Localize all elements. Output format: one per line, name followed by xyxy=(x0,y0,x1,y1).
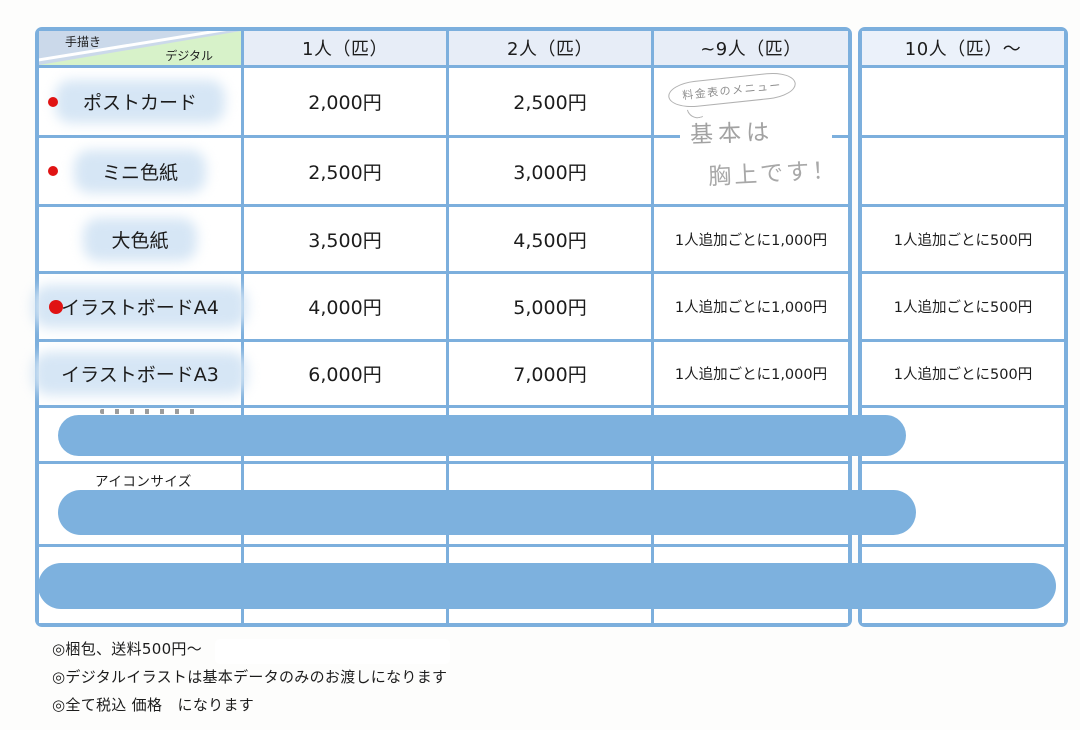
price-cell: 6,000円 xyxy=(244,342,446,405)
addon-price-cell: 1人追加ごとに500円 xyxy=(862,207,1064,271)
item-label-cell: ミニ色紙 xyxy=(39,138,241,204)
price-cell: 2,500円 xyxy=(244,138,446,204)
footer-note-shipping: ◎梱包、送料500円～ xyxy=(52,640,203,658)
price-cell: 3,500円 xyxy=(244,207,446,271)
note-line-1: 基本は xyxy=(689,119,775,149)
redaction-blob xyxy=(58,415,906,456)
border-stub xyxy=(654,135,680,138)
red-dot xyxy=(48,96,58,107)
empty-cell xyxy=(862,138,1064,204)
col-header-9person: ~9人（匹） xyxy=(654,31,848,65)
whiteout-patch xyxy=(215,639,450,664)
corner-cell: 手描き デジタル xyxy=(39,31,241,65)
price-cell: 2,000円 xyxy=(244,68,446,135)
redaction-blob xyxy=(58,490,916,535)
addon-price-cell: 1人追加ごとに1,000円 xyxy=(654,342,848,405)
footer-note-digital: ◎デジタルイラストは基本データのみのお渡しになります xyxy=(52,668,448,686)
price-cell: 7,000円 xyxy=(449,342,651,405)
col-header-10person: 10人（匹）～ xyxy=(862,31,1064,65)
handdrawn-label: 手描き xyxy=(65,35,102,49)
price-cell: 4,500円 xyxy=(449,207,651,271)
item-label-cell: ポストカード xyxy=(39,68,241,135)
item-label: イラストボードA3 xyxy=(55,358,225,389)
item-label-cell: 大色紙 xyxy=(39,207,241,271)
handwritten-note-cell: 料金表のメニュー 基本は 胸上です！ xyxy=(654,68,848,204)
digital-label: デジタル xyxy=(165,49,213,63)
addon-price-cell: 1人追加ごとに500円 xyxy=(862,274,1064,339)
price-table-main: 手描き デジタル 1人（匹） 2人（匹） ~9人（匹） ポストカード 2,000… xyxy=(35,27,852,627)
price-table-10plus: 10人（匹）～ 1人追加ごとに500円 1人追加ごとに500円 1人追加ごとに5… xyxy=(858,27,1068,627)
red-dot xyxy=(48,166,58,176)
tables-wrapper: 手描き デジタル 1人（匹） 2人（匹） ~9人（匹） ポストカード 2,000… xyxy=(35,27,1068,627)
footer-note-tax: ◎全て税込 価格 になります xyxy=(52,696,255,714)
red-dot xyxy=(49,299,63,314)
item-label: ポストカード xyxy=(77,86,203,117)
addon-price-cell: 1人追加ごとに1,000円 xyxy=(654,274,848,339)
col-header-2person: 2人（匹） xyxy=(449,31,651,65)
border-stub xyxy=(832,135,848,138)
price-cell: 5,000円 xyxy=(449,274,651,339)
redaction-blob xyxy=(38,563,1056,609)
price-cell: 2,500円 xyxy=(449,68,651,135)
note-line-2: 胸上です！ xyxy=(707,157,839,191)
col-header-1person: 1人（匹） xyxy=(244,31,446,65)
price-cell: 4,000円 xyxy=(244,274,446,339)
empty-cell xyxy=(862,68,1064,135)
note-bubble: 料金表のメニュー xyxy=(666,70,798,110)
clipped-text-remnant xyxy=(100,409,200,414)
item-label: イラストボードA4 xyxy=(55,291,225,322)
item-label: ミニ色紙 xyxy=(96,156,184,187)
icon-size-label: アイコンサイズ xyxy=(95,474,192,490)
item-label: 大色紙 xyxy=(105,224,174,255)
addon-price-cell: 1人追加ごとに500円 xyxy=(862,342,1064,405)
item-label-cell: イラストボードA3 xyxy=(39,342,241,405)
item-label-cell: イラストボードA4 xyxy=(39,274,241,339)
addon-price-cell: 1人追加ごとに1,000円 xyxy=(654,207,848,271)
price-cell: 3,000円 xyxy=(449,138,651,204)
